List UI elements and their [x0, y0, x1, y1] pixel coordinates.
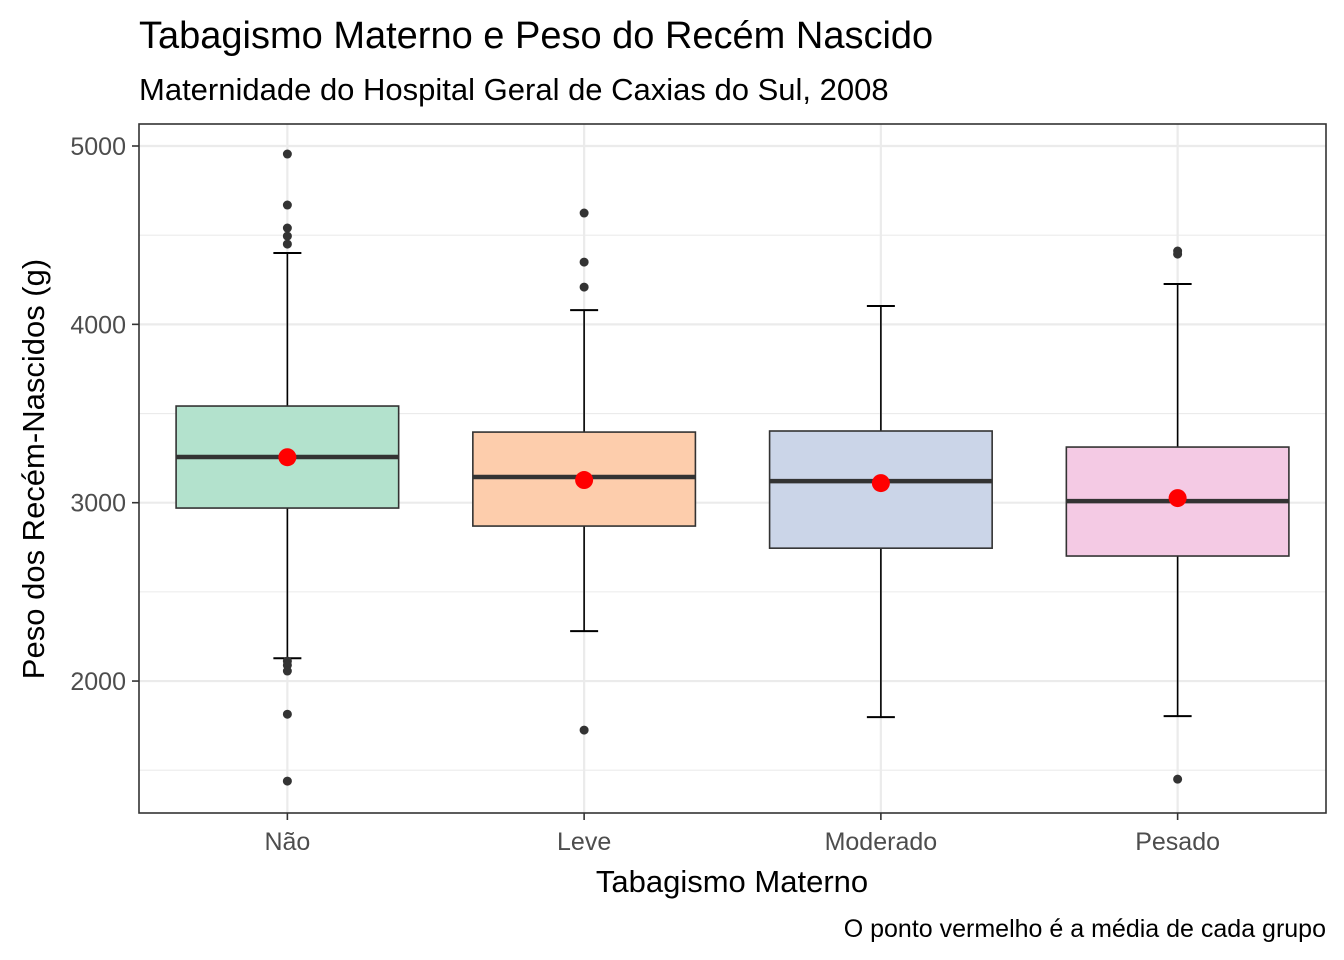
plot-panel-border — [138, 123, 1327, 814]
boxes — [175, 149, 1290, 786]
y-tick-label: 4000 — [70, 311, 126, 339]
mean-point — [871, 474, 890, 493]
y-tick-label: 3000 — [70, 490, 126, 518]
y-axis-label: Peso dos Recém-Nascidos (g) — [16, 259, 51, 679]
x-tick-label: Leve — [557, 828, 611, 856]
caption: O ponto vermelho é a média de cada grupo — [844, 915, 1326, 943]
chart-title: Tabagismo Materno e Peso do Recém Nascid… — [139, 15, 933, 57]
outlier-point — [282, 666, 292, 676]
mean-point — [575, 471, 594, 490]
box-group-moderado — [768, 304, 993, 719]
outlier-point — [579, 282, 589, 292]
box-group-pesado — [1065, 246, 1290, 784]
outlier-point — [1173, 774, 1183, 784]
outlier-point — [579, 208, 589, 218]
y-tick-label: 5000 — [70, 133, 126, 161]
outlier-point — [579, 725, 589, 735]
outlier-point — [282, 709, 292, 719]
x-axis-label: Tabagismo Materno — [596, 864, 868, 899]
box-group-leve — [472, 208, 697, 735]
outlier-point — [579, 257, 589, 267]
x-tick-label: Pesado — [1135, 828, 1220, 856]
outlier-point — [282, 223, 292, 233]
outlier-point — [282, 239, 292, 249]
box-group-não — [175, 149, 400, 786]
x-tick-label: Não — [264, 828, 310, 856]
y-tick-label: 2000 — [70, 668, 126, 696]
x-tick-label: Moderado — [825, 828, 938, 856]
outlier-point — [282, 149, 292, 159]
chart-subtitle: Maternidade do Hospital Geral de Caxias … — [139, 72, 889, 107]
outlier-point — [282, 231, 292, 241]
y-axis: 2000 3000 4000 5000 — [70, 133, 139, 696]
outlier-point — [1173, 249, 1183, 259]
outlier-point — [282, 776, 292, 786]
x-axis: Não Leve Moderado Pesado — [264, 813, 1220, 856]
mean-point — [1168, 489, 1187, 508]
outlier-point — [282, 200, 292, 210]
mean-point — [278, 448, 297, 467]
